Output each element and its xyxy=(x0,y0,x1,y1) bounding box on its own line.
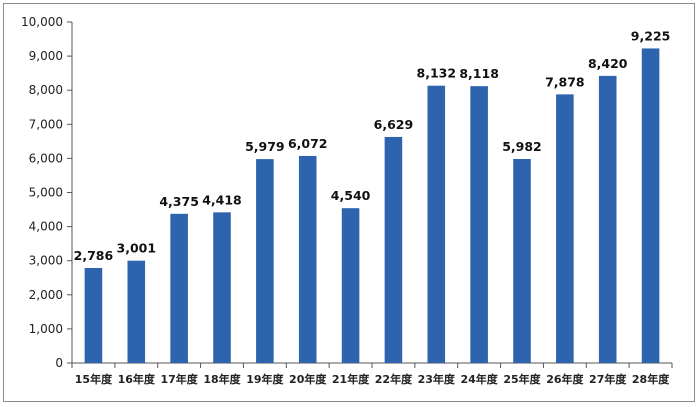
data-label-3: 4,375 xyxy=(159,194,199,209)
category-label-10: 24年度 xyxy=(460,372,498,386)
bar-14 xyxy=(641,48,660,364)
category-label-3: 17年度 xyxy=(160,372,198,386)
data-label-14: 9,225 xyxy=(631,28,671,43)
bar-13 xyxy=(598,75,617,364)
bar-11 xyxy=(513,159,531,363)
category-label-6: 20年度 xyxy=(289,372,327,386)
category-label-8: 22年度 xyxy=(375,372,413,386)
category-label-9: 23年度 xyxy=(418,372,456,386)
bar-1 xyxy=(84,267,103,363)
category-label-1: 15年度 xyxy=(75,372,113,386)
data-label-4: 4,418 xyxy=(202,192,242,207)
category-label-2: 16年度 xyxy=(118,372,156,386)
category-label-11: 25年度 xyxy=(503,372,541,386)
data-label-10: 8,118 xyxy=(459,66,499,81)
bar-4 xyxy=(213,212,231,363)
data-label-1: 2,786 xyxy=(74,248,114,263)
y-tick-label: 8,000 xyxy=(29,83,63,97)
bar-3 xyxy=(170,213,188,363)
data-label-6: 6,072 xyxy=(288,136,328,151)
category-label-13: 27年度 xyxy=(589,372,627,386)
bar-9 xyxy=(427,85,446,364)
y-tick-label: 1,000 xyxy=(29,322,63,336)
data-label-7: 4,540 xyxy=(331,188,371,203)
data-label-8: 6,629 xyxy=(374,117,414,132)
category-label-12: 26年度 xyxy=(546,372,584,386)
data-label-5: 5,979 xyxy=(245,139,285,154)
y-tick-label: 3,000 xyxy=(29,254,63,268)
category-label-7: 21年度 xyxy=(332,372,370,386)
data-labels: 2,786 3,001 4,375 4,418 5,979 6,072 4,540 6,629… xyxy=(74,28,671,263)
bar-5 xyxy=(256,159,274,363)
bar-12 xyxy=(556,94,574,363)
category-label-14: 28年度 xyxy=(632,372,670,386)
y-tick-label: 2,000 xyxy=(29,288,63,302)
data-label-2: 3,001 xyxy=(117,241,157,256)
bars xyxy=(84,48,660,364)
y-axis: 0 1,000 2,000 3,000 4,000 5,000 6,000 7,000 8,00… xyxy=(21,15,73,370)
y-tick-label: 0 xyxy=(55,356,63,370)
bar-7 xyxy=(341,208,360,363)
y-tick-label: 5,000 xyxy=(29,186,63,200)
category-label-4: 18年度 xyxy=(203,372,241,386)
y-tick-label: 6,000 xyxy=(29,151,63,165)
data-label-9: 8,132 xyxy=(417,66,457,81)
bar-2 xyxy=(127,260,146,363)
data-label-11: 5,982 xyxy=(502,139,542,154)
data-label-12: 7,878 xyxy=(545,74,585,89)
data-label-13: 8,420 xyxy=(588,56,628,71)
y-tick-label: 10,000 xyxy=(21,15,63,29)
bar-6 xyxy=(298,155,317,363)
category-label-5: 19年度 xyxy=(246,372,284,386)
bar-10 xyxy=(470,86,488,363)
x-axis: 15年度 16年度 17年度 18年度 19年度 20年度 21年度 22年度 23年度 24年度… xyxy=(71,362,673,386)
y-tick-label: 9,000 xyxy=(29,49,63,63)
y-tick-label: 4,000 xyxy=(29,220,63,234)
y-tick-label: 7,000 xyxy=(29,117,63,131)
bar-8 xyxy=(384,136,403,363)
